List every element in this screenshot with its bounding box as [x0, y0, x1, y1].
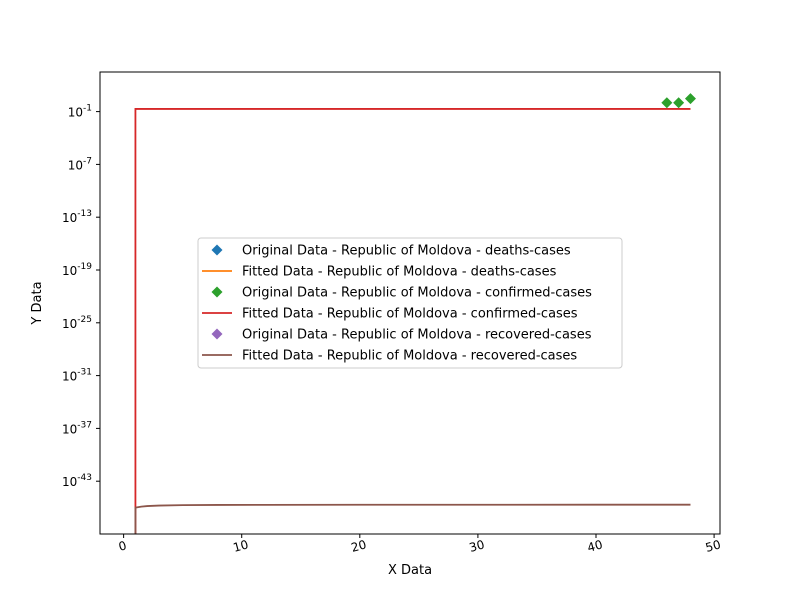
x-axis-ticks: 0 10 20 30 40 50 — [117, 534, 722, 555]
series-line-5 — [134, 503, 691, 534]
legend-label: Original Data - Republic of Moldova - de… — [242, 244, 571, 259]
x-axis-label: X Data — [388, 563, 432, 578]
legend-label: Original Data - Republic of Moldova - re… — [242, 328, 592, 343]
marker-layer — [661, 93, 696, 109]
legend-entry: Fitted Data - Republic of Moldova - deat… — [202, 265, 557, 280]
y-axis-label: Y Data — [30, 281, 45, 325]
y-tick-label: 10-19 — [62, 262, 92, 278]
data-point — [661, 97, 673, 109]
legend-box — [197, 237, 623, 369]
data-point — [684, 93, 696, 105]
series-layer — [134, 108, 691, 534]
legend-entry: Fitted Data - Republic of Moldova - conf… — [202, 307, 578, 322]
legend-label: Fitted Data - Republic of Moldova - conf… — [242, 307, 578, 322]
x-tick-label: 30 — [468, 537, 486, 554]
legend-entry: Original Data - Republic of Moldova - de… — [211, 244, 571, 259]
y-tick-label: 10-13 — [62, 209, 92, 225]
axes-frame — [99, 71, 721, 535]
legend-entry: Fitted Data - Republic of Moldova - reco… — [202, 349, 577, 364]
y-tick-label: 10-43 — [62, 473, 92, 489]
legend-marker-swatch — [211, 244, 223, 256]
x-tick-label: 50 — [704, 537, 722, 554]
y-tick-label: 10-37 — [62, 420, 92, 436]
x-tick-label: 0 — [117, 538, 128, 554]
y-tick-label: 10-31 — [62, 368, 92, 384]
legend-entry: Original Data - Republic of Moldova - co… — [211, 286, 592, 301]
legend-marker-swatch — [211, 328, 223, 340]
legend: Original Data - Republic of Moldova - de… — [197, 237, 623, 369]
legend-label: Fitted Data - Republic of Moldova - deat… — [242, 265, 557, 280]
x-tick-label: 20 — [350, 537, 368, 554]
y-tick-label: 10-1 — [68, 104, 92, 120]
y-axis-ticks: 10-1 10-7 10-13 10-19 10-25 10-31 10-37 10-43 — [62, 104, 100, 489]
series-line-3 — [134, 108, 691, 534]
x-tick-label: 10 — [231, 537, 249, 554]
legend-label: Fitted Data - Republic of Moldova - reco… — [242, 349, 577, 364]
y-tick-label: 10-7 — [68, 156, 92, 172]
legend-entry: Original Data - Republic of Moldova - re… — [211, 328, 592, 343]
data-point — [673, 97, 685, 109]
legend-marker-swatch — [211, 286, 223, 298]
x-tick-label: 40 — [586, 537, 604, 554]
legend-label: Original Data - Republic of Moldova - co… — [242, 286, 592, 301]
y-tick-label: 10-25 — [62, 315, 92, 331]
